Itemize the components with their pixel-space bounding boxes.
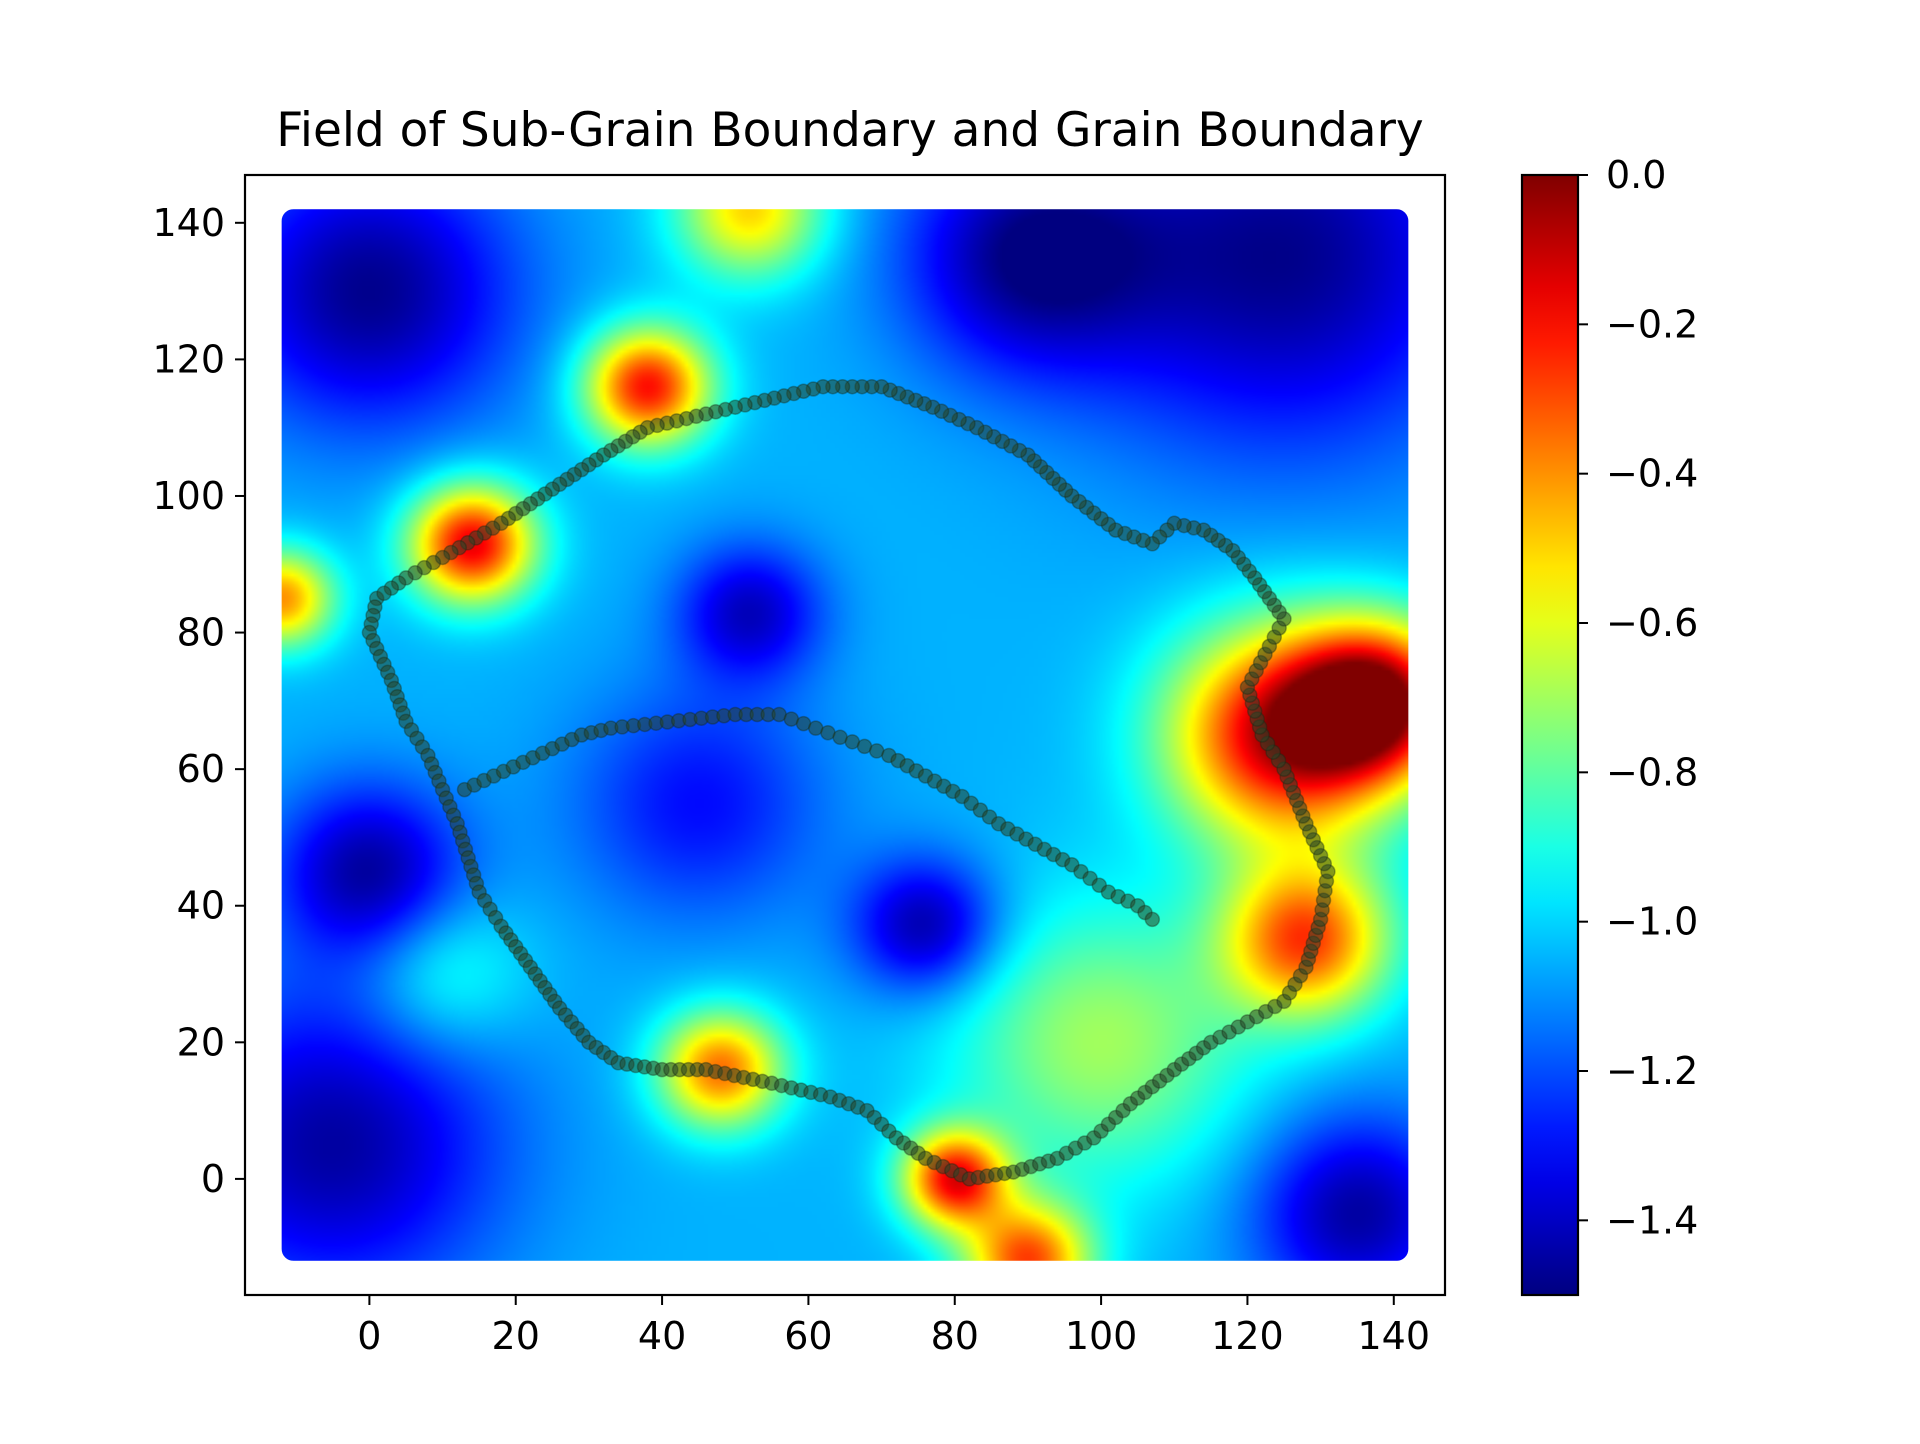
y-tick-label: 140 — [152, 201, 225, 245]
colorbar-tick-label: −0.8 — [1606, 750, 1698, 794]
x-tick-label: 140 — [1358, 1314, 1431, 1358]
x-tick-label: 20 — [492, 1314, 540, 1358]
y-tick-label: 100 — [152, 474, 225, 518]
colorbar — [1520, 173, 1580, 1297]
colorbar-tick-label: −0.4 — [1606, 452, 1698, 496]
x-tick-label: 120 — [1211, 1314, 1284, 1358]
x-tick-label: 40 — [638, 1314, 686, 1358]
grain-boundary-point — [376, 585, 392, 602]
y-tick-label: 0 — [201, 1157, 225, 1201]
colorbar-tick-label: −1.2 — [1606, 1049, 1698, 1093]
colorbar-tick-label: 0.0 — [1606, 153, 1666, 197]
colorbar-tick-label: −1.0 — [1606, 900, 1698, 944]
x-tick-label: 80 — [931, 1314, 979, 1358]
sub-grain-boundary-point — [1144, 911, 1161, 928]
sub-grain-boundary — [456, 706, 1161, 928]
chart-title: Field of Sub-Grain Boundary and Grain Bo… — [276, 103, 1423, 158]
colorbar-tick-label: −0.2 — [1606, 302, 1698, 346]
y-tick-label: 80 — [177, 611, 225, 655]
y-tick-label: 60 — [177, 747, 225, 791]
y-tick-label: 40 — [177, 884, 225, 928]
colorbar-tick-label: −1.4 — [1606, 1198, 1698, 1242]
x-tick-label: 60 — [784, 1314, 832, 1358]
x-tick-label: 0 — [357, 1314, 381, 1358]
x-tick-label: 100 — [1065, 1314, 1138, 1358]
y-tick-label: 120 — [152, 337, 225, 381]
y-tick-label: 20 — [177, 1020, 225, 1064]
colorbar-tick-label: −0.6 — [1606, 601, 1698, 645]
axes-frame — [243, 173, 1447, 1297]
grain-boundary — [361, 378, 1336, 1187]
